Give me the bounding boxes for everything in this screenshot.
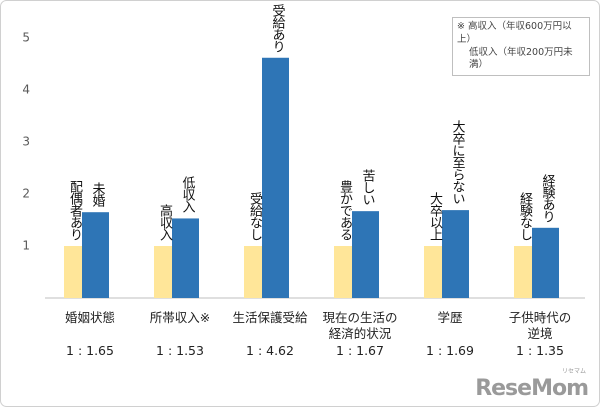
bar [514, 246, 532, 298]
bar [424, 246, 442, 298]
note-line: ※ 高収入（年収600万円以上） [457, 21, 572, 45]
y-tick-label: 3 [22, 135, 30, 149]
bar-label: 受給なし [247, 192, 262, 240]
bar [532, 227, 559, 298]
x-tick-label: 婚姻状態 [64, 310, 115, 325]
y-tick-label: 4 [22, 83, 30, 97]
bar-label: 未婚 [89, 182, 105, 207]
y-tick-label: 2 [22, 187, 30, 201]
bar-label: 配偶者あり [67, 180, 82, 240]
ratio-label: 1 : 1.53 [156, 343, 204, 358]
ratio-label: 1 : 1.67 [336, 343, 384, 358]
watermark-sub: リセマム [561, 368, 586, 375]
note: ※ 高収入（年収600万円以上） 低収入（年収200万円未満） [452, 17, 590, 77]
bar [334, 246, 352, 298]
bar-label: 低収入 [179, 176, 195, 213]
bar [82, 212, 109, 298]
bar-label: 経験あり [539, 173, 555, 222]
y-tick-label: 1 [22, 239, 30, 253]
ratio-label: 1 : 1.69 [426, 343, 474, 358]
bar [352, 211, 379, 298]
ratio-label: 1 : 4.62 [246, 343, 294, 358]
bar-label: 大卒以上 [427, 192, 442, 240]
bar-label: 受給あり [269, 3, 285, 52]
x-tick-label: 学歴 [437, 310, 463, 325]
bar-label: 経験なし [517, 192, 532, 240]
y-tick-label: 5 [22, 31, 30, 45]
bar [442, 210, 469, 298]
x-tick-label: 所帯収入※ [149, 310, 211, 325]
bar-label: 苦しい [359, 169, 375, 206]
bar-label: 大卒に至らない [449, 120, 465, 205]
bar [172, 218, 199, 298]
bar [154, 246, 172, 298]
x-tick-label: 現在の生活の 経済的状況 [322, 310, 398, 341]
bar [244, 246, 262, 298]
bar-label: 豊かである [337, 180, 352, 240]
x-tick-label: 子供時代の 逆境 [508, 310, 572, 341]
bar [262, 57, 289, 299]
bar [64, 246, 82, 298]
note-line: 低収入（年収200万円未満） [469, 46, 573, 71]
ratio-label: 1 : 1.65 [66, 343, 114, 358]
bar-label: 高収入 [157, 204, 172, 240]
x-tick-label: 生活保護受給 [232, 310, 308, 325]
watermark: ReseMom [475, 376, 589, 401]
ratio-label: 1 : 1.35 [516, 343, 564, 358]
